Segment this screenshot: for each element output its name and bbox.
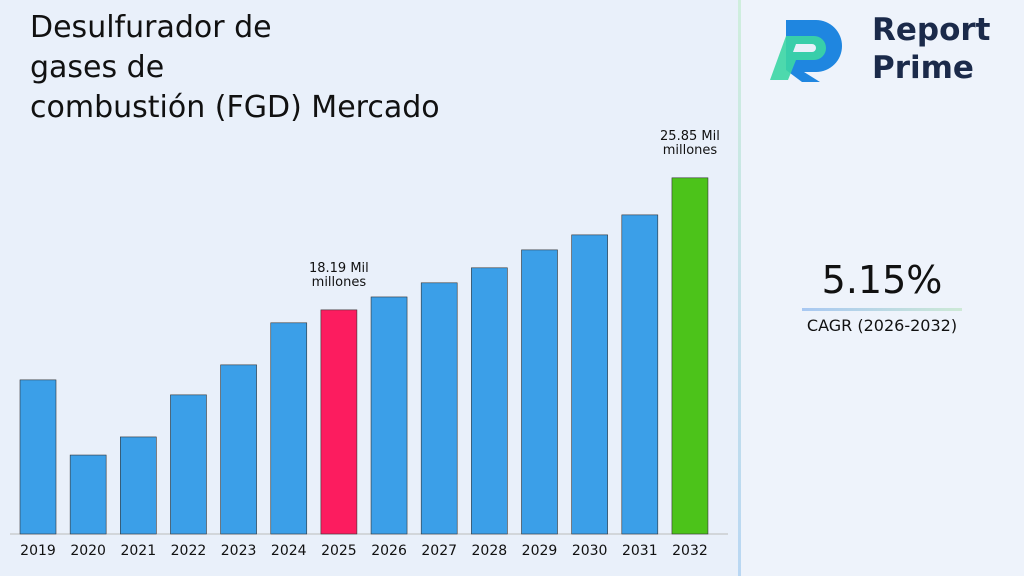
x-tick-label: 2027	[421, 543, 457, 559]
x-tick-label: 2026	[371, 543, 407, 559]
bar	[120, 436, 157, 535]
bar	[270, 322, 308, 535]
bar	[571, 234, 608, 535]
bar	[621, 214, 659, 535]
bar	[370, 296, 408, 535]
bar	[471, 267, 508, 535]
x-tick-label: 2032	[672, 543, 708, 559]
x-tick-label: 2021	[120, 543, 156, 559]
chart-title: combustión (FGD) Mercado	[30, 90, 440, 125]
x-tick-label: 2030	[572, 543, 608, 559]
data-label: 25.85 Mil millones	[660, 128, 720, 158]
x-tick-label: 2031	[622, 543, 658, 559]
bar	[69, 454, 107, 535]
x-tick-label: 2020	[70, 543, 106, 559]
bar	[320, 309, 358, 535]
cagr-value: 5.15%	[821, 258, 943, 302]
x-tick-label: 2029	[522, 543, 558, 559]
logo-text: Report	[872, 12, 991, 48]
bar	[170, 394, 207, 535]
bar	[671, 177, 709, 535]
cagr-underline	[802, 308, 962, 311]
chart-title: gases de	[30, 50, 165, 85]
x-tick-label: 2019	[20, 543, 56, 559]
data-label: 18.19 Mil millones	[308, 260, 369, 290]
divider	[738, 0, 741, 576]
logo-icon	[770, 20, 842, 82]
x-tick-label: 2023	[221, 543, 257, 559]
chart-title: Desulfurador de	[30, 10, 272, 45]
x-tick-label: 2024	[271, 543, 307, 559]
x-tick-label: 2028	[472, 543, 508, 559]
chart: 2019 2020 2021 2022 2023 2024 2025 2026 2027 2028…	[10, 177, 728, 559]
bar	[220, 364, 257, 535]
bar	[19, 379, 57, 535]
logo-text: Prime	[872, 50, 974, 86]
x-tick-label: 2025	[321, 543, 357, 559]
cagr-label: CAGR (2026-2032)	[806, 316, 958, 335]
x-tick-label: 2022	[171, 543, 207, 559]
bar	[420, 282, 458, 535]
bar	[521, 249, 558, 535]
